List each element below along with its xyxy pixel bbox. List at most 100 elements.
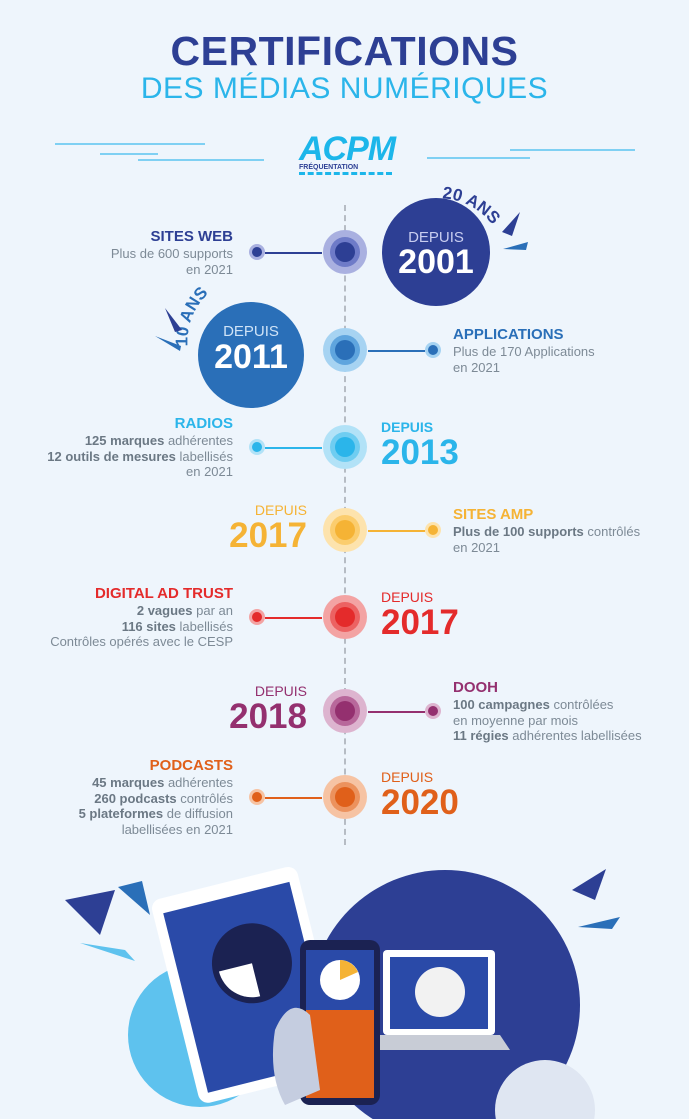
decorative-line	[55, 143, 205, 145]
since-year-radios: DEPUIS 2013	[381, 420, 521, 471]
connector-line	[265, 252, 322, 254]
item-description-digital-ad-trust: DIGITAL AD TRUST 2 vagues par an 116 sites…	[3, 585, 233, 650]
description-line: Contrôles opérés avec le CESP	[3, 634, 233, 650]
decorative-line	[510, 149, 635, 151]
item-title: APPLICATIONS	[453, 326, 564, 343]
connector-line	[265, 617, 322, 619]
text: labellisées en 2021	[121, 821, 233, 837]
decorative-line	[427, 157, 530, 159]
decorative-line	[138, 159, 264, 161]
badge-2001-circle	[382, 198, 490, 306]
accent-triangle-icon	[80, 943, 135, 961]
connector-line	[368, 530, 425, 532]
text: en 2021	[453, 539, 500, 555]
timeline-node-digital-ad-trust	[323, 595, 367, 639]
description-line: en 2021	[453, 540, 683, 556]
depuis-label: DEPUIS	[381, 419, 434, 435]
laptop-chart	[415, 967, 465, 1017]
text: contrôlés	[583, 524, 641, 539]
bold-text: 11 régies	[453, 728, 509, 743]
connector-line	[265, 447, 322, 449]
node-core	[335, 787, 355, 807]
text: de diffusion	[163, 806, 233, 821]
description-line: en 2021	[453, 360, 683, 376]
description-line: 125 marques adhérentes	[3, 433, 233, 449]
year-value: 2013	[381, 433, 459, 472]
node-core	[335, 520, 355, 540]
since-year-sites-amp: DEPUIS 2017	[167, 503, 307, 554]
text: adhérentes	[164, 775, 233, 790]
accent-triangle-icon	[503, 242, 528, 250]
text: adhérentes	[164, 433, 233, 448]
connector-dot	[428, 706, 438, 716]
item-title: PODCASTS	[149, 757, 233, 774]
year-value: 2017	[229, 516, 307, 555]
connector-line	[368, 350, 425, 352]
text: par an	[192, 603, 233, 618]
text: labellisés	[175, 448, 233, 464]
bold-text: 125 marques	[84, 433, 165, 448]
item-description-applications: APPLICATIONS Plus de 170 Applications en 2…	[453, 326, 683, 375]
node-core	[335, 340, 355, 360]
acpm-logo: ACPM FRÉQUENTATION	[299, 132, 396, 175]
item-description-radios: RADIOS 125 marques adhérentes 12 outils de…	[3, 415, 233, 480]
badge-2011-year: 2011	[214, 338, 288, 376]
description-line: en 2021	[3, 464, 233, 480]
depuis-label: DEPUIS	[254, 502, 307, 518]
description-line: labellisées en 2021	[3, 822, 233, 838]
description-line: Plus de 100 supports contrôlés	[453, 524, 683, 540]
text: adhérentes labellisées	[508, 728, 642, 743]
accent-triangle-icon	[572, 869, 606, 900]
timeline-node-applications	[323, 328, 367, 372]
text: Plus de 170 Applications	[453, 344, 595, 359]
item-title: DIGITAL AD TRUST	[94, 585, 233, 602]
description-line: 12 outils de mesures labellisés	[3, 449, 233, 465]
bold-text: 45 marques	[92, 775, 165, 790]
description-line: Plus de 170 Applications	[453, 344, 683, 360]
timeline-node-sites-amp	[323, 508, 367, 552]
devices-illustration	[65, 866, 620, 1119]
badge-2011-circle	[198, 302, 304, 408]
description-line: 100 campagnes contrôlées	[453, 697, 683, 713]
hand	[272, 1007, 320, 1105]
accent-triangle-icon	[578, 917, 620, 929]
decorative-line	[100, 153, 158, 155]
since-year-podcasts: DEPUIS 2020	[381, 770, 521, 821]
phone-chart-slice	[340, 960, 358, 980]
description-line: en moyenne par mois	[453, 713, 683, 729]
description-line: 2 vagues par an	[3, 603, 233, 619]
laptop-base	[368, 1035, 510, 1050]
description-line: 260 podcasts contrôlés	[3, 791, 233, 807]
accent-triangle-icon	[155, 336, 181, 351]
connector-dot	[428, 525, 438, 535]
item-description-sites-web: SITES WEB Plus de 600 supports en 2021	[3, 228, 233, 277]
depuis-label: DEPUIS	[381, 589, 434, 605]
accent-triangle-icon	[502, 212, 520, 236]
description-line: 11 régies adhérentes labellisées	[453, 728, 683, 744]
timeline-node-radios	[323, 425, 367, 469]
bold-text: 100 campagnes	[453, 697, 550, 712]
timeline-node-sites-web	[323, 230, 367, 274]
timeline-node-podcasts	[323, 775, 367, 819]
since-year-dooh: DEPUIS 2018	[167, 684, 307, 735]
logo-subtitle: FRÉQUENTATION	[299, 164, 392, 175]
text: en 2021	[453, 359, 500, 375]
badge-2001-year: 2001	[398, 243, 474, 281]
connector-line	[265, 797, 322, 799]
item-title: DOOH	[453, 679, 498, 696]
badge-2011-label: DEPUIS	[223, 323, 279, 340]
bold-text: Plus de 100 supports	[453, 524, 584, 539]
bold-text: 260 podcasts	[94, 790, 177, 806]
badge-2001-label: DEPUIS	[408, 229, 464, 246]
text: en moyenne par mois	[453, 712, 579, 728]
connector-dot	[252, 612, 262, 622]
item-title: SITES WEB	[150, 228, 233, 245]
item-title: SITES AMP	[453, 506, 534, 523]
since-year-digital-ad-trust: DEPUIS 2017	[381, 590, 521, 641]
anniversary-badges: 20 ANS DEPUIS 2001 10 ANS DEPUIS 2011	[155, 183, 528, 408]
accent-triangle-icon	[165, 308, 182, 332]
connector-line	[368, 711, 425, 713]
page-subtitle: DES MÉDIAS NUMÉRIQUES	[140, 72, 549, 105]
year-value: 2020	[381, 783, 459, 822]
text: en 2021	[186, 464, 233, 479]
